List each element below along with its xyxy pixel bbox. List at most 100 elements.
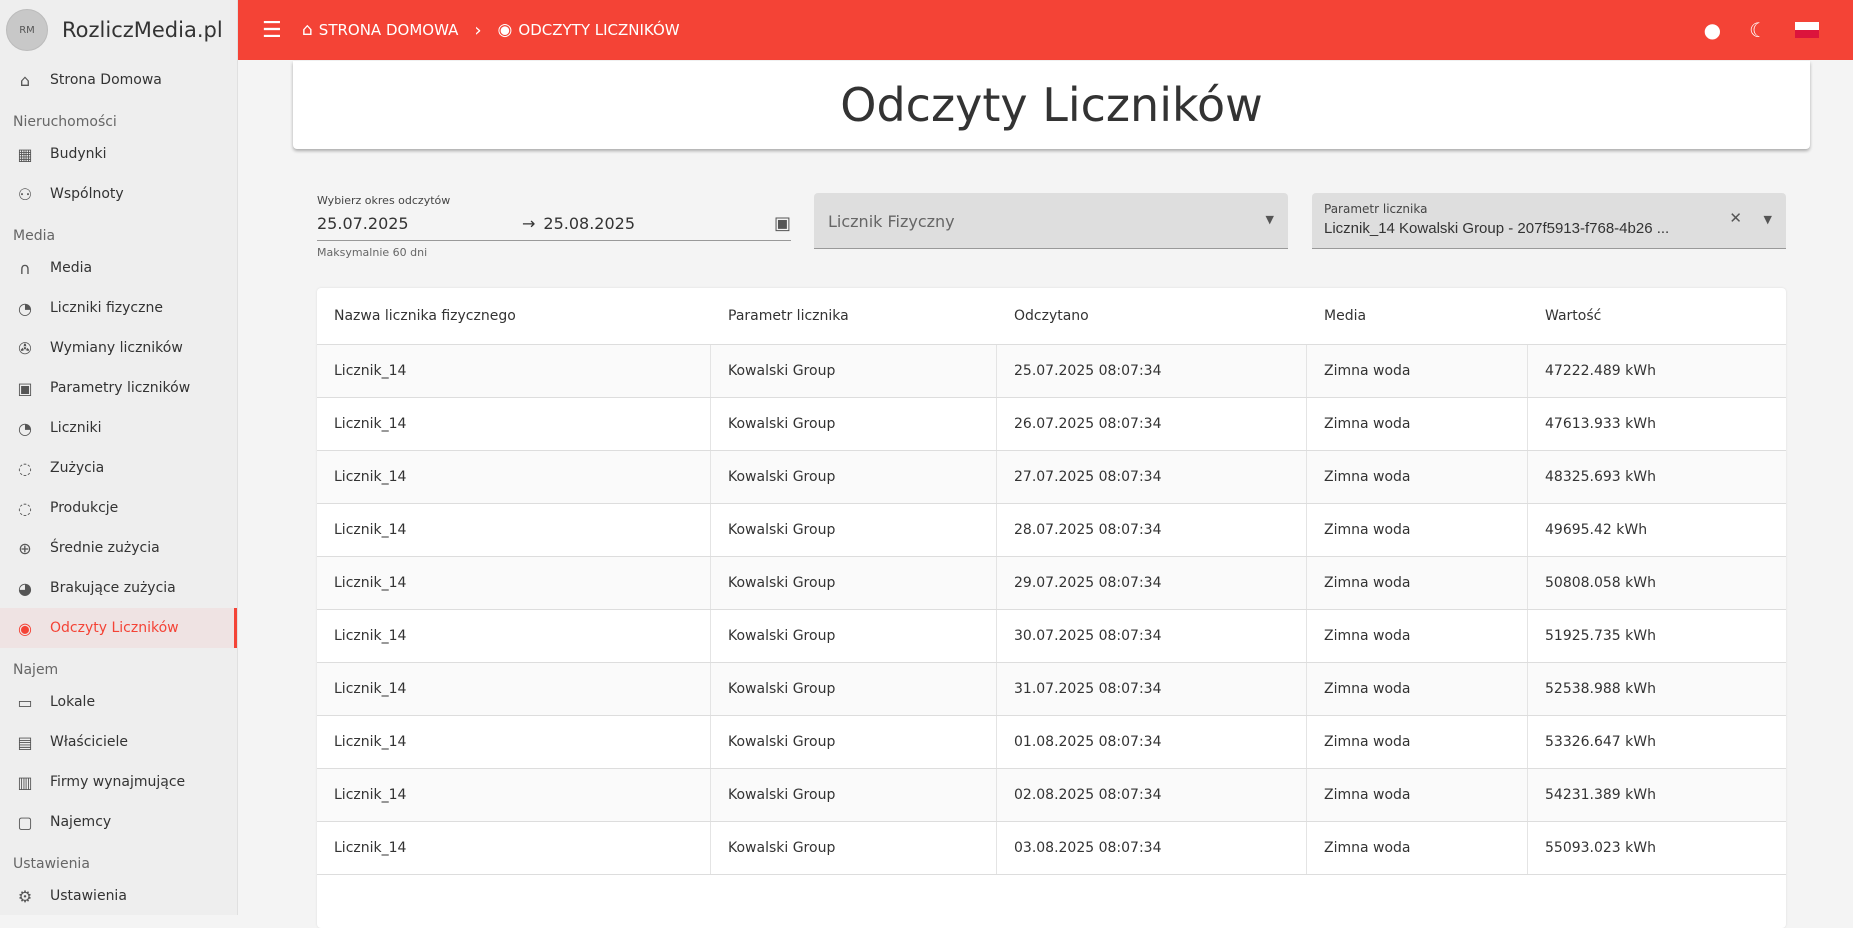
- value-cell: 52538.988 kWh: [1545, 681, 1656, 697]
- menu-icon[interactable]: ☰: [262, 17, 282, 43]
- date-range-label: Wybierz okres odczytów: [317, 194, 451, 207]
- donut-alert-icon: ◕: [18, 578, 32, 598]
- sidebar-item-label: Wspólnoty: [50, 186, 124, 202]
- meter-reading-icon: ◉: [18, 618, 32, 638]
- calendar-icon[interactable]: ▣: [773, 213, 791, 234]
- dropdown-arrow-icon[interactable]: ▼: [1763, 213, 1772, 226]
- sidebar-item-firmy-wynajmujące[interactable]: ▥ Firmy wynajmujące: [0, 762, 237, 802]
- table-row[interactable]: Licznik_14 Kowalski Group 01.08.2025 08:07…: [317, 716, 1786, 769]
- sidebar-item-właściciele[interactable]: ▤ Właściciele: [0, 722, 237, 762]
- date-range-picker[interactable]: Wybierz okres odczytów 25.07.2025 → 25.0…: [317, 194, 791, 241]
- table-row[interactable]: Licznik_14 Kowalski Group 02.08.2025 08:07…: [317, 769, 1786, 822]
- sidebar-item-parametry-liczników[interactable]: ▣ Parametry liczników: [0, 368, 237, 408]
- sidebar-item-budynki[interactable]: ▦ Budynki: [0, 134, 237, 174]
- sidebar-item-label: Parametry liczników: [50, 380, 191, 396]
- media-cell: Zimna woda: [1307, 345, 1528, 397]
- meter-reading-icon: ◉: [497, 20, 513, 40]
- media-cell: Zimna woda: [1307, 822, 1528, 874]
- theme-toggle-icon[interactable]: ☾: [1749, 18, 1767, 42]
- sidebar-item-odczyty-liczników[interactable]: ◉ Odczyty Liczników: [0, 608, 237, 648]
- sidebar-item-media[interactable]: ∩ Media: [0, 248, 237, 288]
- sidebar-item-liczniki[interactable]: ◔ Liczniki: [0, 408, 237, 448]
- value-cell: 55093.023 kWh: [1545, 840, 1656, 856]
- media-cell: Zimna woda: [1307, 451, 1528, 503]
- physical-meter-select[interactable]: Licznik Fizyczny ▼: [814, 193, 1288, 249]
- sidebar-item-label: Produkcje: [50, 500, 119, 516]
- meter-parameter-cell: Kowalski Group: [711, 398, 997, 450]
- date-from-input[interactable]: 25.07.2025: [317, 214, 409, 233]
- sidebar-item-produkcje[interactable]: ◌ Produkcje: [0, 488, 237, 528]
- owner-card-icon: ▤: [17, 732, 33, 752]
- column-header[interactable]: Odczytano: [1014, 308, 1089, 324]
- date-to-input[interactable]: 25.08.2025: [543, 214, 636, 233]
- sidebar-item-brakujące-zużycia[interactable]: ◕ Brakujące zużycia: [0, 568, 237, 608]
- meter-name-cell: Licznik_14: [317, 345, 711, 397]
- home-icon: ⌂: [19, 70, 31, 90]
- table-row[interactable]: Licznik_14 Kowalski Group 30.07.2025 08:07…: [317, 610, 1786, 663]
- physical-meter-placeholder: Licznik Fizyczny: [828, 212, 955, 231]
- table-row[interactable]: Licznik_14 Kowalski Group 31.07.2025 08:07…: [317, 663, 1786, 716]
- logo: RM: [6, 9, 48, 51]
- column-header[interactable]: Parametr licznika: [728, 308, 849, 324]
- read-at-cell: 03.08.2025 08:07:34: [997, 822, 1307, 874]
- table-row[interactable]: Licznik_14 Kowalski Group 28.07.2025 08:07…: [317, 504, 1786, 557]
- meter-parameter-select[interactable]: Parametr licznika Licznik_14 Kowalski Gr…: [1312, 193, 1786, 249]
- sidebar-item-najemcy[interactable]: ▢ Najemcy: [0, 802, 237, 842]
- table-row[interactable]: Licznik_14 Kowalski Group 26.07.2025 08:07…: [317, 398, 1786, 451]
- briefcase-icon: ▥: [17, 772, 33, 792]
- tenant-icon: ▢: [17, 812, 33, 832]
- read-at-cell: 29.07.2025 08:07:34: [997, 557, 1307, 609]
- media-cell: Zimna woda: [1307, 557, 1528, 609]
- table-row[interactable]: Licznik_14 Kowalski Group 27.07.2025 08:07…: [317, 451, 1786, 504]
- meter-parameter-cell: Kowalski Group: [711, 610, 997, 662]
- meter-name-cell: Licznik_14: [317, 504, 711, 556]
- media-cell: Zimna woda: [1307, 716, 1528, 768]
- sidebar-item-wspólnoty[interactable]: ⚇ Wspólnoty: [0, 174, 237, 214]
- sidebar-item-wymiany-liczników[interactable]: ✇ Wymiany liczników: [0, 328, 237, 368]
- meter-name-cell: Licznik_14: [317, 610, 711, 662]
- sidebar-item-label: Lokale: [50, 694, 96, 710]
- value-cell: 51925.735 kWh: [1545, 628, 1656, 644]
- brand[interactable]: RM RozliczMedia.pl: [0, 0, 237, 60]
- table-row[interactable]: Licznik_14 Kowalski Group 25.07.2025 08:07…: [317, 345, 1786, 398]
- read-at-cell: 01.08.2025 08:07:34: [997, 716, 1307, 768]
- sidebar-item-home[interactable]: ⌂ Strona Domowa: [0, 60, 237, 100]
- sidebar-section-title: Media: [13, 228, 56, 244]
- column-header[interactable]: Wartość: [1545, 308, 1602, 324]
- sidebar-item-label: Odczyty Liczników: [50, 620, 179, 636]
- table-row[interactable]: Licznik_14 Kowalski Group 03.08.2025 08:07…: [317, 822, 1786, 875]
- value-cell: 47613.933 kWh: [1545, 416, 1656, 432]
- media-cell: Zimna woda: [1307, 663, 1528, 715]
- sidebar-item-label: Najemcy: [50, 814, 112, 830]
- date-range-hint: Maksymalnie 60 dni: [317, 246, 428, 259]
- sidebar-item-liczniki-fizyczne[interactable]: ◔ Liczniki fizyczne: [0, 288, 237, 328]
- clear-icon[interactable]: ✕: [1729, 209, 1742, 227]
- app-name: RozliczMedia.pl: [62, 18, 223, 42]
- sidebar-item-średnie-zużycia[interactable]: ⊕ Średnie zużycia: [0, 528, 237, 568]
- media-icon: ∩: [19, 258, 31, 278]
- meter-name-cell: Licznik_14: [317, 557, 711, 609]
- value-cell: 50808.058 kWh: [1545, 575, 1656, 591]
- read-at-cell: 02.08.2025 08:07:34: [997, 769, 1307, 821]
- table-row[interactable]: Licznik_14 Kowalski Group 29.07.2025 08:07…: [317, 557, 1786, 610]
- sidebar-item-label: Brakujące zużycia: [50, 580, 176, 596]
- table-header: Nazwa licznika fizycznego Parametr liczn…: [317, 288, 1786, 345]
- sidebar-item-zużycia[interactable]: ◌ Zużycia: [0, 448, 237, 488]
- chevron-right-icon: ›: [474, 19, 482, 41]
- breadcrumb-home[interactable]: ⌂ STRONA DOMOWA: [302, 20, 458, 40]
- sidebar-item-label: Liczniki fizyczne: [50, 300, 163, 316]
- read-at-cell: 31.07.2025 08:07:34: [997, 663, 1307, 715]
- sidebar-item-lokale[interactable]: ▭ Lokale: [0, 682, 237, 722]
- polish-flag-icon[interactable]: [1795, 22, 1819, 38]
- column-header[interactable]: Nazwa licznika fizycznego: [334, 308, 516, 324]
- account-icon[interactable]: ●: [1703, 18, 1722, 42]
- read-at-cell: 28.07.2025 08:07:34: [997, 504, 1307, 556]
- meter-name-cell: Licznik_14: [317, 769, 711, 821]
- column-header[interactable]: Media: [1324, 308, 1367, 324]
- sidebar-item-ustawienia[interactable]: ⚙ Ustawienia: [0, 876, 237, 915]
- media-cell: Zimna woda: [1307, 769, 1528, 821]
- read-at-cell: 26.07.2025 08:07:34: [997, 398, 1307, 450]
- read-at-cell: 30.07.2025 08:07:34: [997, 610, 1307, 662]
- sidebar-item-label: Liczniki: [50, 420, 102, 436]
- value-cell: 48325.693 kWh: [1545, 469, 1656, 485]
